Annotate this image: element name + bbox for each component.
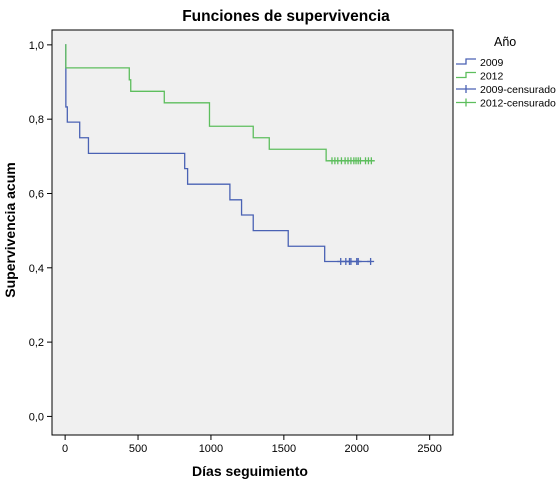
y-tick-label: 0,0 xyxy=(29,411,44,423)
axis-ticks: 0 500 1000 1500 2000 2500 0,0 0,2 0,4 0,6 0,8 1,0 xyxy=(29,40,442,455)
y-tick-label: 0,4 xyxy=(29,263,44,275)
legend-entry: 2009 xyxy=(456,57,504,69)
legend-entry: 2012 xyxy=(456,71,504,83)
censor-mark-2009 xyxy=(354,257,362,265)
y-tick-label: 1,0 xyxy=(29,40,44,52)
survival-curve-2009 xyxy=(65,44,372,263)
censor-mark-2012 xyxy=(367,157,375,165)
chart-title: Funciones de supervivencia xyxy=(182,8,390,25)
y-axis-title: Supervivencia acum xyxy=(2,162,18,297)
x-tick-label: 2000 xyxy=(345,443,369,455)
series-layer xyxy=(65,44,375,265)
legend-label: 2009 xyxy=(480,57,504,69)
legend-entry: 2009-censurado xyxy=(456,84,556,96)
legend-entry: 2012-censurado xyxy=(456,98,556,110)
x-tick-label: 0 xyxy=(62,443,68,455)
legend-label: 2009-censurado xyxy=(480,84,556,96)
y-tick-label: 0,8 xyxy=(29,114,44,126)
legend-step-swatch xyxy=(456,58,476,65)
legend-label: 2012 xyxy=(480,71,504,83)
x-axis-title: Días seguimiento xyxy=(192,463,308,479)
y-tick-label: 0,6 xyxy=(29,188,44,200)
x-tick-label: 500 xyxy=(129,443,147,455)
legend-label: 2012-censurado xyxy=(480,98,556,110)
x-tick-label: 2500 xyxy=(417,443,441,455)
legend-title: Año xyxy=(494,35,516,49)
x-tick-label: 1500 xyxy=(272,443,296,455)
survival-curve-2012 xyxy=(65,44,375,162)
plot-area xyxy=(51,29,454,436)
censor-mark-2009 xyxy=(367,257,375,265)
y-tick-label: 0,2 xyxy=(29,337,44,349)
legend-step-swatch xyxy=(456,71,476,79)
x-tick-label: 1000 xyxy=(199,443,223,455)
